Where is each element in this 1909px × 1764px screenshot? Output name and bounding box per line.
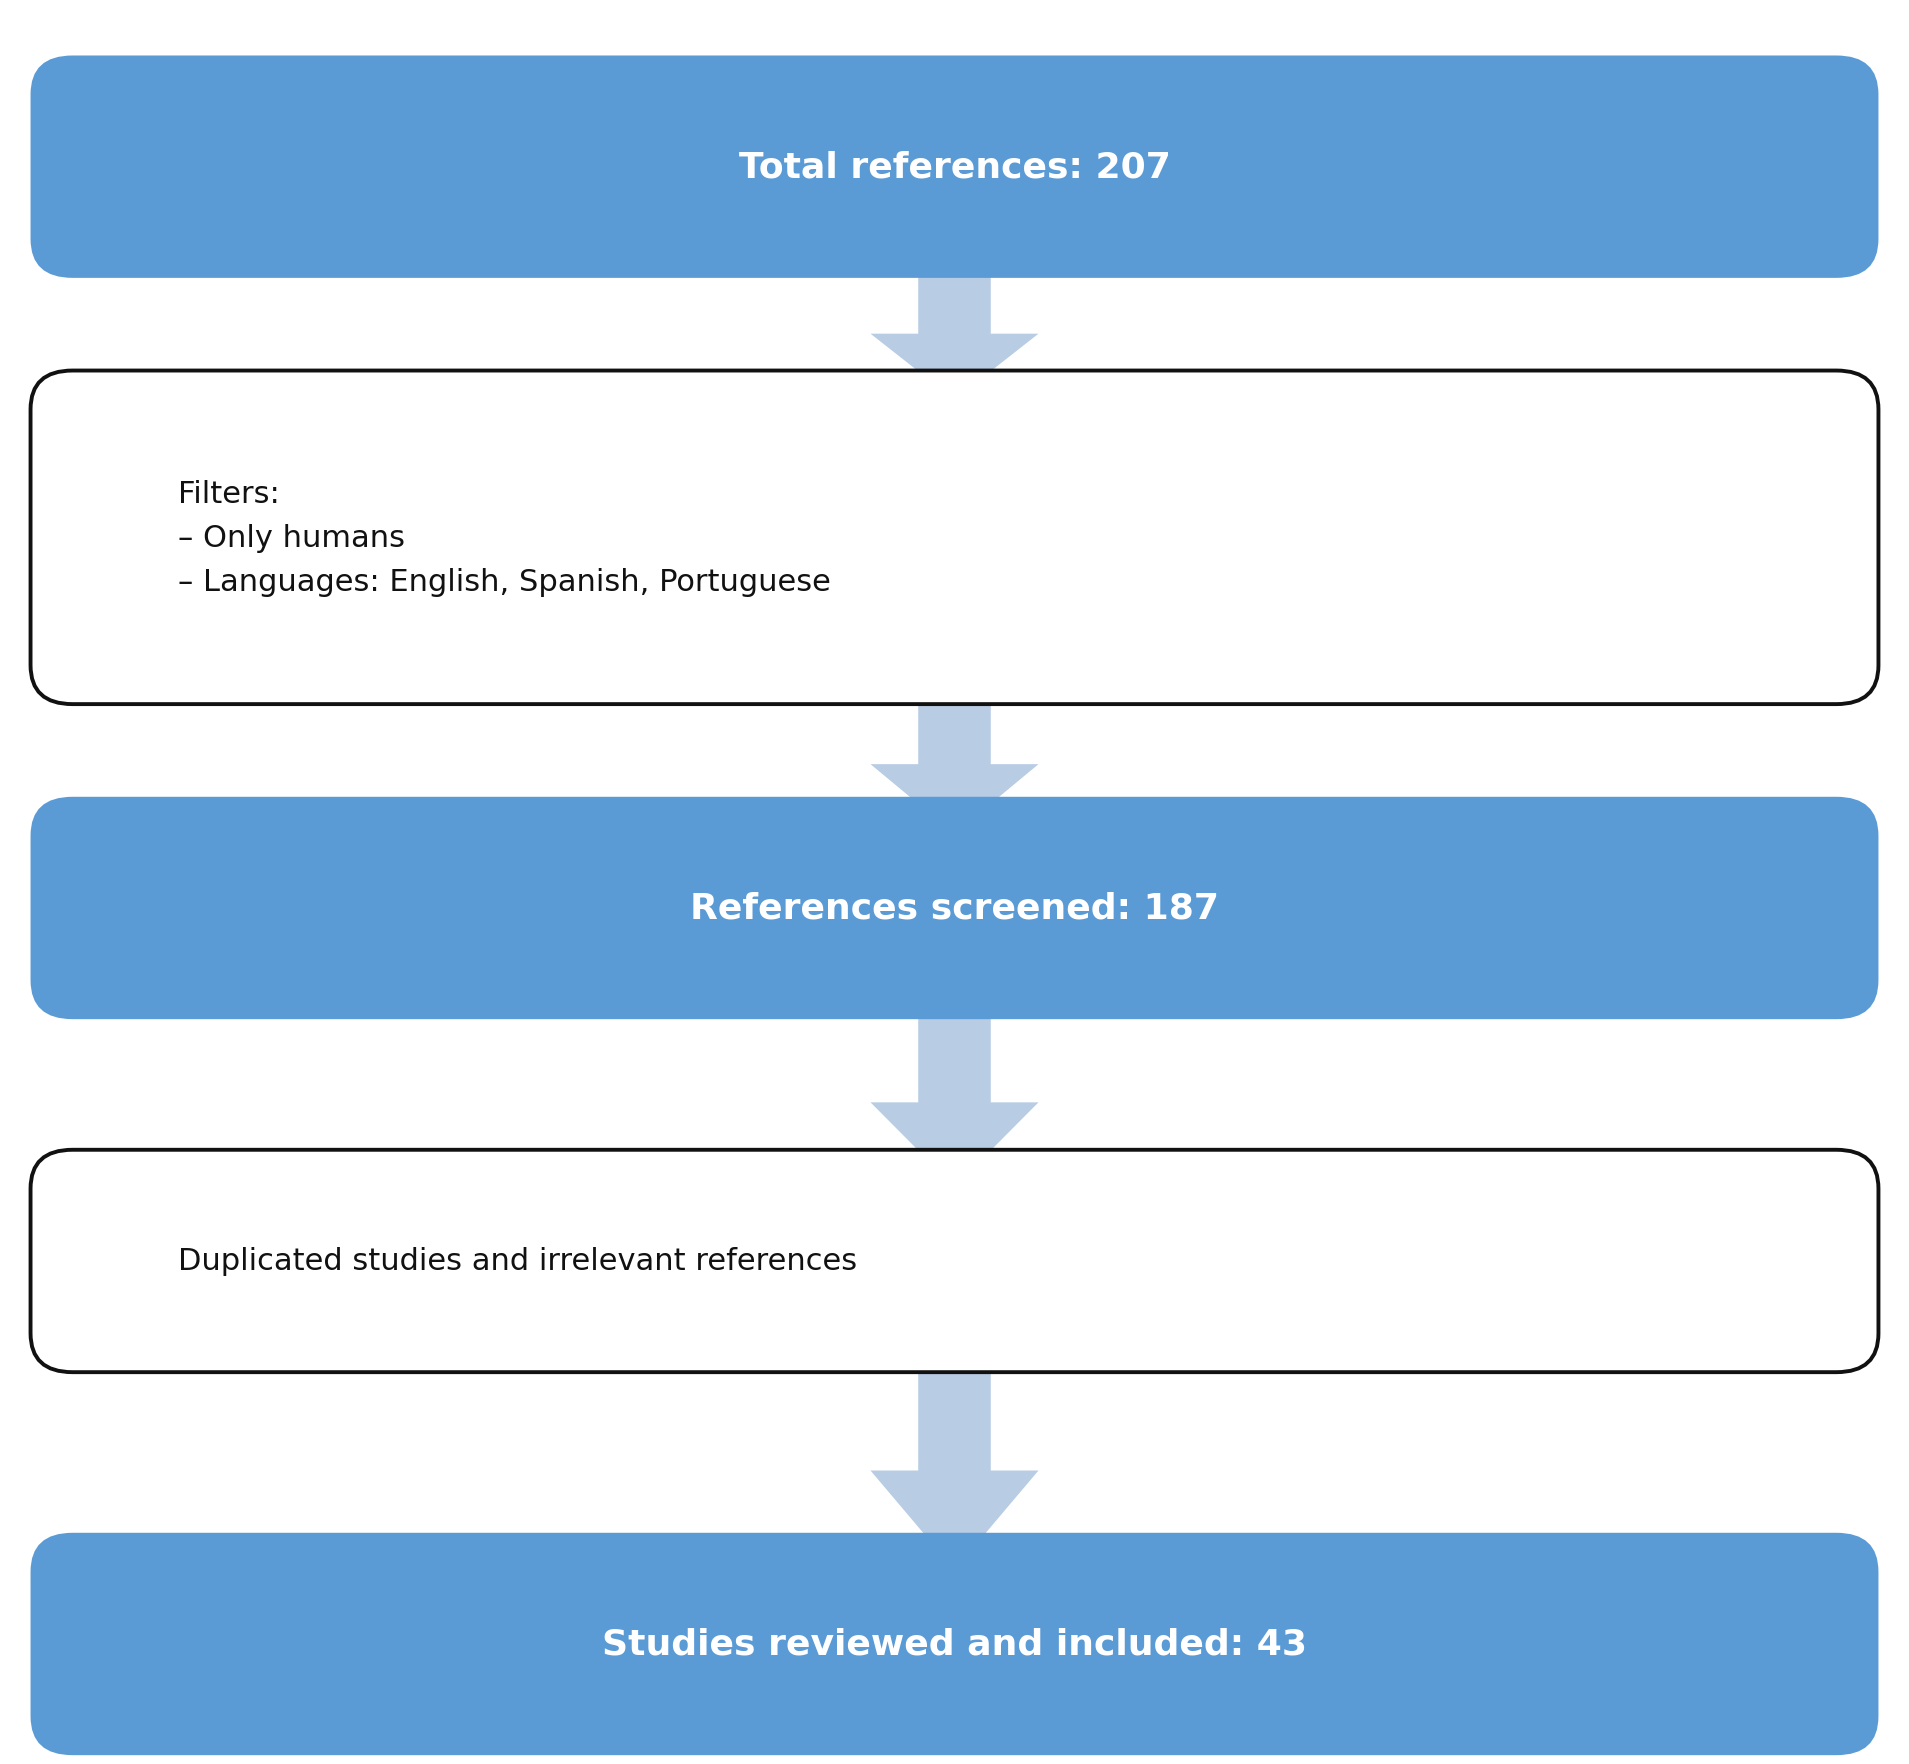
FancyBboxPatch shape [31, 1533, 1878, 1755]
Polygon shape [871, 986, 1038, 1187]
Polygon shape [871, 669, 1038, 834]
Text: References screened: 187: References screened: 187 [689, 891, 1220, 926]
Text: Studies reviewed and included: 43: Studies reviewed and included: 43 [601, 1626, 1308, 1662]
Text: Total references: 207: Total references: 207 [739, 150, 1170, 185]
Polygon shape [871, 243, 1038, 400]
FancyBboxPatch shape [31, 1150, 1878, 1372]
FancyBboxPatch shape [31, 56, 1878, 279]
Text: Filters:
– Only humans
– Languages: English, Spanish, Portuguese: Filters: – Only humans – Languages: Engl… [178, 480, 830, 596]
FancyBboxPatch shape [31, 797, 1878, 1020]
Text: Duplicated studies and irrelevant references: Duplicated studies and irrelevant refere… [178, 1247, 857, 1275]
FancyBboxPatch shape [31, 372, 1878, 706]
Polygon shape [871, 1334, 1038, 1570]
